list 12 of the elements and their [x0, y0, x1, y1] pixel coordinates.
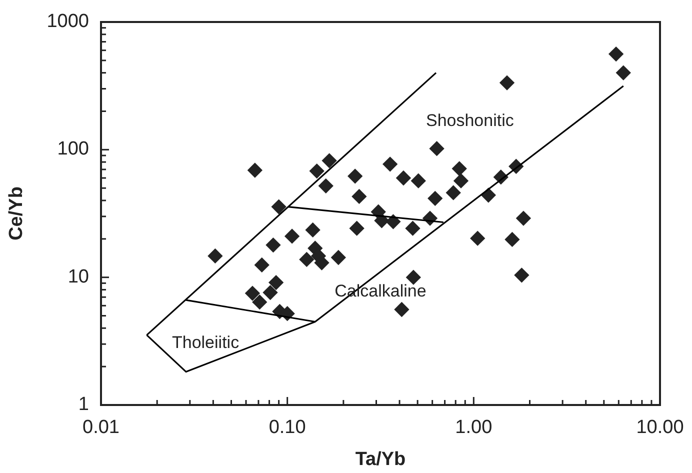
- y-axis-title: Ce/Yb: [6, 186, 27, 240]
- x-tick-label: 10.00: [636, 417, 684, 438]
- annotation: Shoshonitic: [426, 111, 514, 130]
- x-tick-label: 0.01: [82, 417, 120, 438]
- annotation: Tholeiitic: [172, 333, 240, 352]
- x-tick-label: 1.00: [455, 417, 492, 438]
- y-tick-label: 100: [57, 138, 89, 160]
- x-axis-title: Ta/Yb: [355, 449, 406, 470]
- y-tick-label: 1000: [46, 11, 89, 32]
- x-tick-label: 0.10: [268, 417, 306, 438]
- y-tick-label: 10: [68, 266, 89, 288]
- y-tick-label: 1: [78, 394, 89, 416]
